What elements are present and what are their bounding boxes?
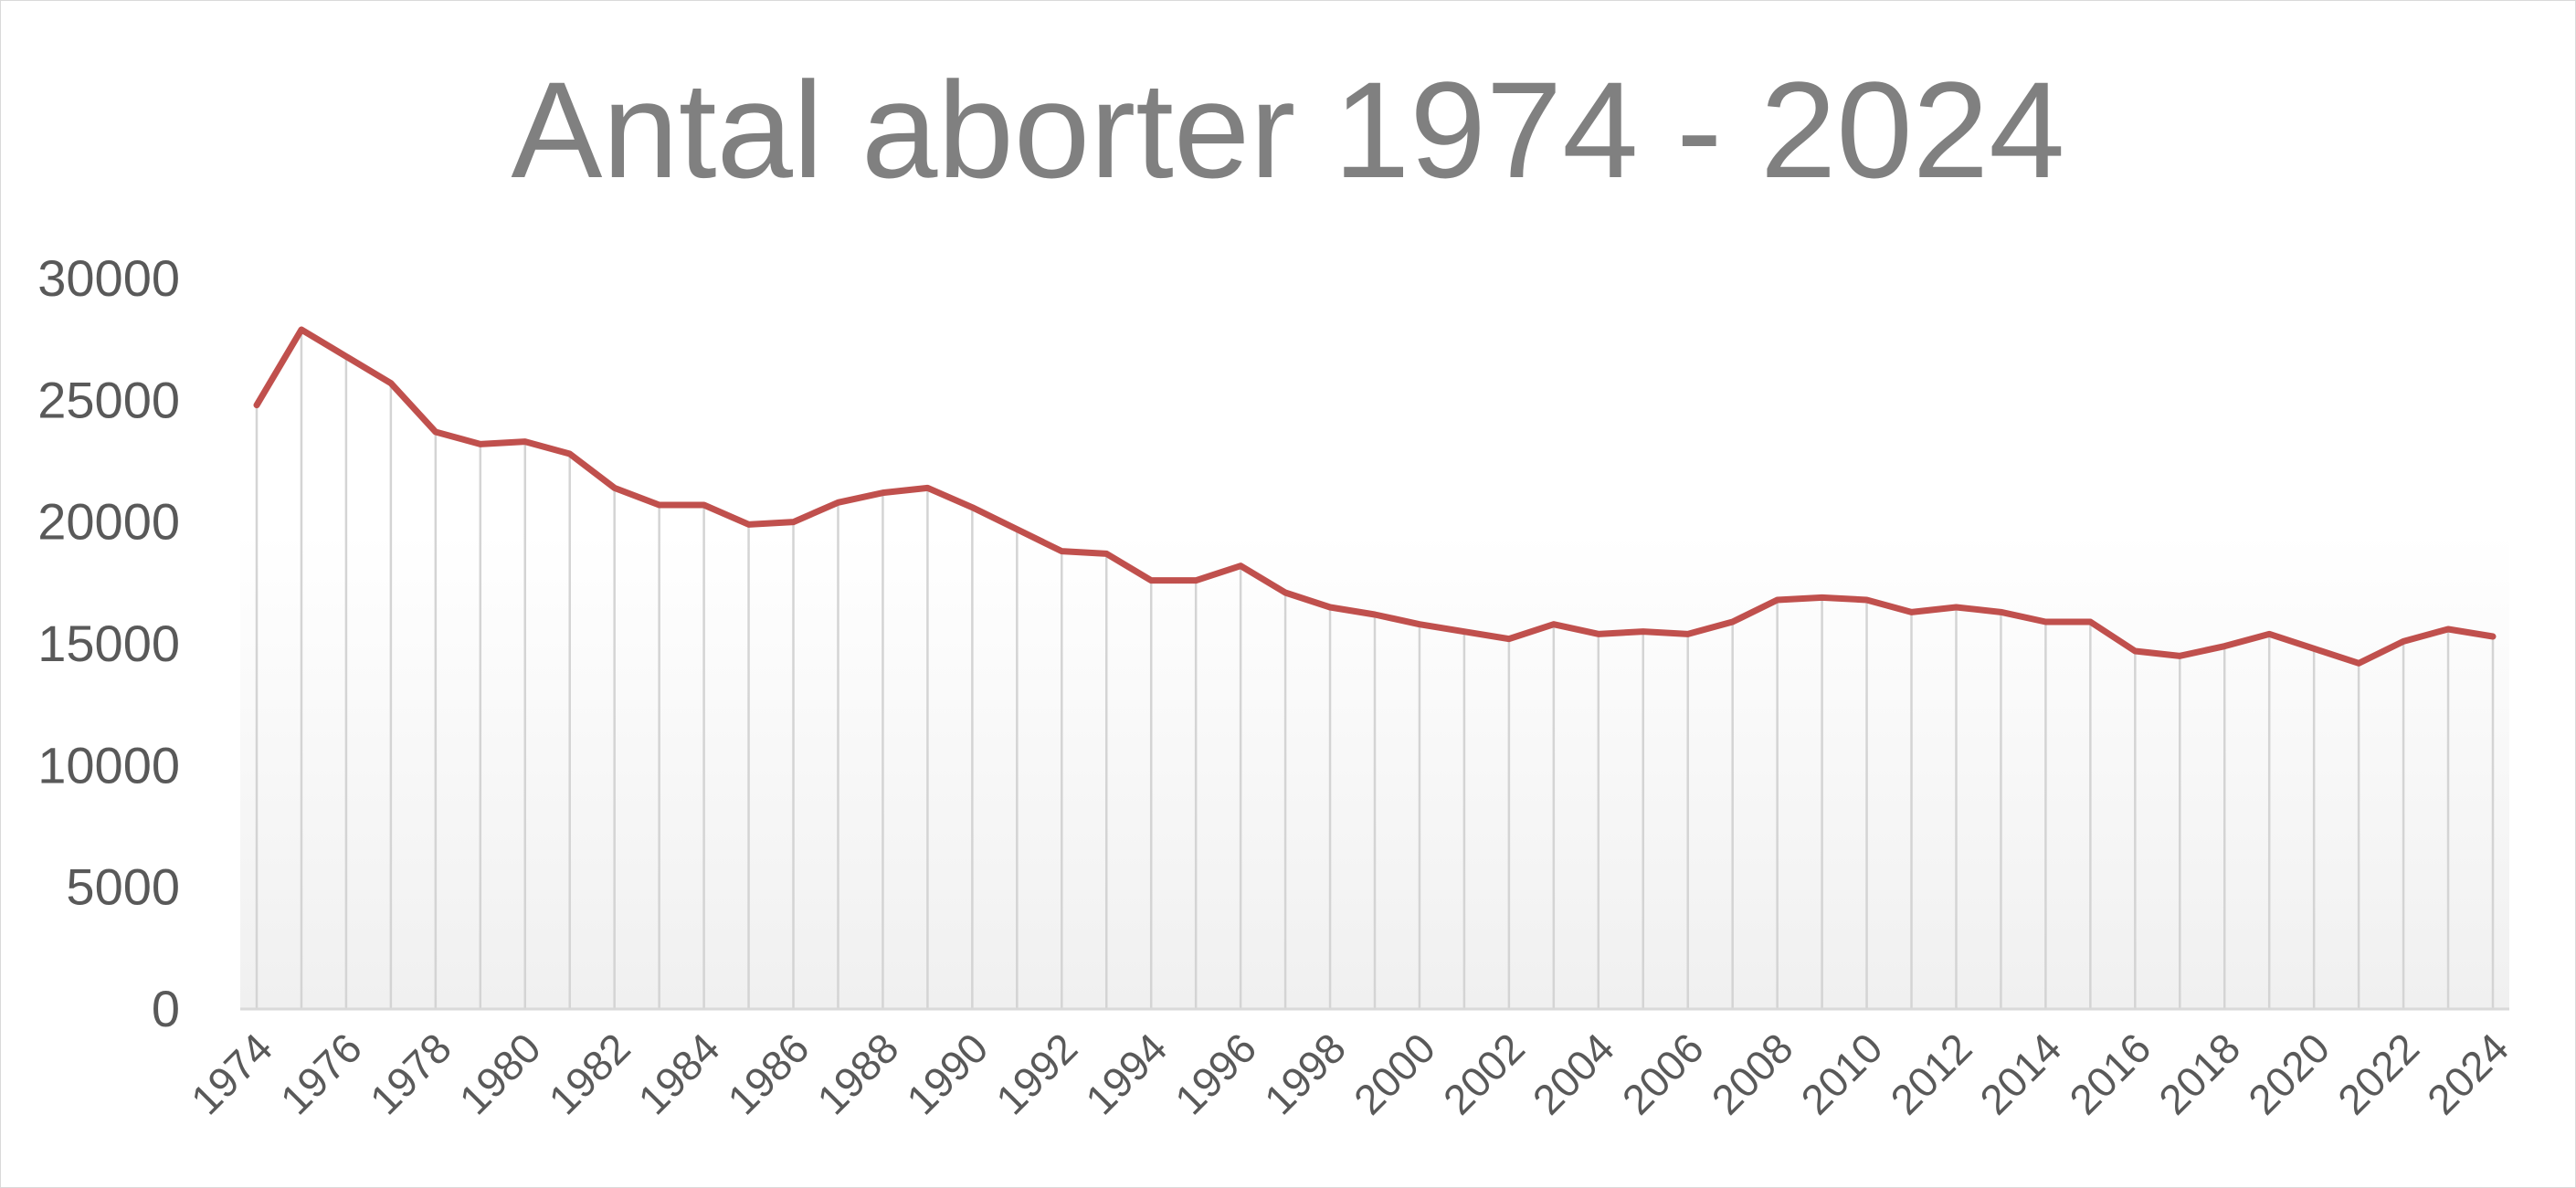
x-tick-label: 1980 [450,1024,550,1123]
y-tick-label: 20000 [37,493,180,551]
x-tick-label: 1996 [1166,1024,1265,1123]
x-tick-label: 2012 [1881,1024,1980,1123]
x-tick-label: 2022 [2328,1024,2428,1123]
x-tick-label: 1992 [987,1024,1086,1123]
x-tick-label: 2004 [1524,1024,1623,1123]
x-tick-label: 1988 [808,1024,907,1123]
y-tick-label: 10000 [37,736,180,794]
x-tick-label: 2002 [1434,1024,1534,1123]
x-tick-label: 1976 [271,1024,371,1123]
x-tick-label: 2016 [2060,1024,2159,1123]
y-tick-label: 15000 [37,615,180,672]
y-tick-label: 5000 [66,858,180,916]
x-tick-label: 1978 [361,1024,460,1123]
x-tick-label: 2018 [2149,1024,2249,1123]
y-tick-label: 30000 [37,249,180,307]
x-tick-label: 1986 [718,1024,818,1123]
drop-lines [255,330,2495,1009]
x-tick-label: 2000 [1345,1024,1444,1123]
x-tick-label: 2008 [1703,1024,1802,1123]
x-tick-label: 2024 [2418,1024,2518,1123]
x-tick-label: 1990 [897,1024,997,1123]
x-tick-label: 2020 [2239,1024,2338,1123]
y-tick-label: 0 [152,980,180,1037]
x-tick-label: 1994 [1076,1024,1176,1123]
y-axis-ticks: 0 5000 10000 15000 20000 25000 30000 [37,249,180,1037]
series-line [253,326,2497,667]
x-tick-label: 2014 [1970,1024,2070,1123]
x-tick-label: 1998 [1255,1024,1355,1123]
x-tick-label: 1974 [182,1024,281,1123]
x-tick-label: 2010 [1791,1024,1891,1123]
y-tick-label: 25000 [37,371,180,428]
x-tick-label: 1984 [629,1024,729,1123]
x-tick-label: 2006 [1613,1024,1713,1123]
x-tick-label: 1982 [540,1024,639,1123]
x-axis-ticks: 1974197619781980198219841986198819901992… [182,1024,2518,1123]
chart-title: Antal aborter 1974 - 2024 [511,53,2064,206]
